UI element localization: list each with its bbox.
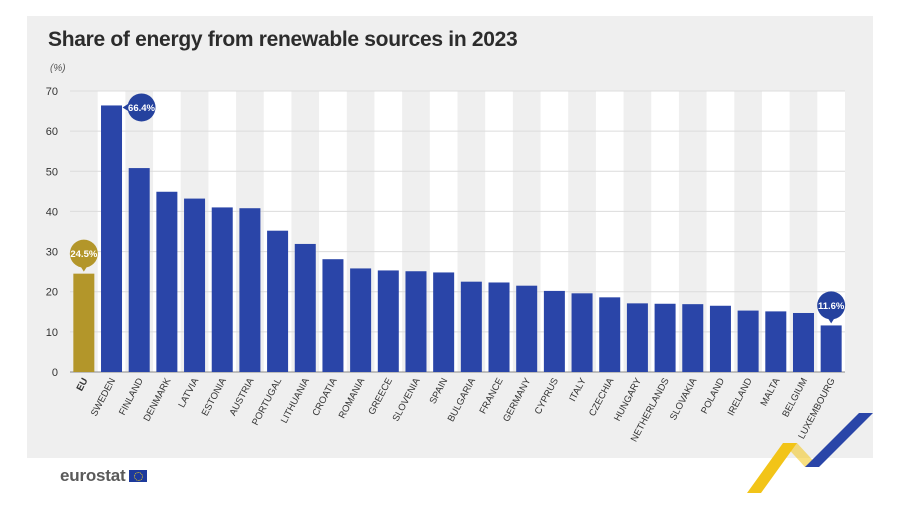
- x-tick-label: LITHUANIA: [279, 376, 312, 426]
- bar-slovakia: [682, 304, 704, 372]
- x-tick-label: SWEDEN: [89, 376, 118, 418]
- bar-latvia: [184, 198, 206, 372]
- bar-hungary: [626, 303, 648, 372]
- chart-title: Share of energy from renewable sources i…: [48, 28, 518, 51]
- x-tick-label: BULGARIA: [446, 376, 479, 424]
- bar-greece: [377, 270, 399, 372]
- bar-finland: [128, 168, 150, 372]
- x-tick-label: ITALY: [567, 376, 589, 404]
- y-tick-label: 70: [46, 86, 58, 98]
- x-tick-label: POLAND: [699, 376, 727, 416]
- x-tick-label: AUSTRIA: [228, 376, 257, 418]
- y-tick-label: 10: [46, 327, 58, 339]
- bar-spain: [433, 272, 455, 372]
- x-tick-label: SLOVENIA: [391, 376, 423, 424]
- bar-ireland: [737, 310, 759, 372]
- callout-label: 24.5%: [70, 249, 97, 260]
- bar-cyprus: [543, 290, 565, 372]
- bar-sweden: [101, 105, 123, 373]
- bar-denmark: [156, 191, 178, 372]
- y-tick-label: 0: [52, 367, 58, 379]
- column-stripe: [817, 91, 845, 372]
- unit-label: (%): [50, 63, 66, 74]
- bar-bulgaria: [460, 281, 482, 372]
- y-tick-label: 20: [46, 287, 58, 299]
- bar-luxembourg: [820, 325, 842, 372]
- bar-belgium: [792, 312, 814, 372]
- eurostat-logo: eurostat: [60, 466, 148, 486]
- x-tick-label: DENMARK: [142, 376, 174, 424]
- bar-estonia: [211, 207, 233, 372]
- x-tick-label: CZECHIA: [587, 376, 617, 419]
- callout-label: 11.6%: [818, 301, 845, 312]
- x-tick-label: CROATIA: [310, 376, 340, 418]
- y-tick-label: 50: [46, 166, 58, 178]
- y-tick-label: 40: [46, 206, 58, 218]
- x-tick-label: ROMANIA: [337, 376, 368, 421]
- x-tick-label: GERMANY: [501, 376, 534, 424]
- x-tick-label: FRANCE: [478, 376, 506, 416]
- value-callout: 24.5%: [69, 239, 98, 272]
- bar-slovenia: [405, 271, 427, 372]
- bar-austria: [239, 208, 261, 372]
- x-tick-label: MALTA: [759, 376, 783, 408]
- x-tick-label: ESTONIA: [200, 376, 230, 418]
- bar-france: [488, 282, 510, 372]
- value-callout: 66.4%: [122, 93, 156, 122]
- x-tick-label: HUNGARY: [612, 376, 644, 424]
- bar-czechia: [599, 297, 621, 372]
- x-tick-label: FINLAND: [117, 376, 146, 417]
- bar-romania: [350, 268, 372, 372]
- x-tick-label: LATVIA: [176, 376, 201, 410]
- x-tick-label: SLOVAKIA: [668, 376, 700, 423]
- bar-netherlands: [654, 303, 676, 372]
- bar-portugal: [267, 230, 289, 372]
- x-tick-label: SPAIN: [428, 376, 451, 406]
- y-tick-label: 60: [46, 126, 58, 138]
- y-tick-label: 30: [46, 247, 58, 259]
- bar-germany: [516, 285, 538, 372]
- bar-poland: [709, 305, 731, 372]
- x-tick-label: CYPRUS: [533, 376, 561, 416]
- bar-lithuania: [294, 243, 316, 372]
- bar-malta: [765, 311, 787, 372]
- x-tick-label: GREECE: [366, 376, 395, 417]
- bar-italy: [571, 293, 593, 372]
- value-callout: 11.6%: [817, 291, 846, 324]
- corner-decoration-icon: [747, 413, 873, 493]
- bar-croatia: [322, 259, 344, 372]
- x-tick-label: EU: [75, 376, 91, 393]
- bar-eu: [73, 273, 95, 372]
- callout-label: 66.4%: [128, 103, 155, 114]
- eu-flag-icon: [129, 470, 148, 482]
- brand-wordmark: eurostat: [60, 466, 126, 485]
